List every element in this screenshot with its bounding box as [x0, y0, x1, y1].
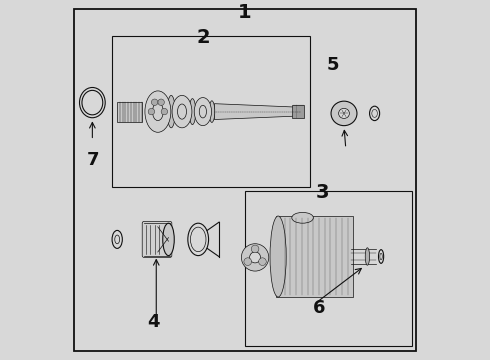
Text: 5: 5: [327, 56, 340, 74]
Ellipse shape: [194, 98, 212, 126]
Ellipse shape: [339, 108, 349, 118]
Text: 7: 7: [86, 151, 99, 169]
Circle shape: [158, 99, 164, 105]
Circle shape: [161, 108, 168, 115]
Polygon shape: [117, 102, 143, 122]
Text: 6: 6: [313, 299, 325, 317]
Circle shape: [151, 99, 158, 105]
Polygon shape: [292, 105, 304, 118]
Ellipse shape: [365, 248, 369, 265]
Polygon shape: [275, 216, 353, 297]
Ellipse shape: [331, 101, 357, 126]
Circle shape: [259, 258, 266, 265]
FancyBboxPatch shape: [142, 221, 172, 257]
Ellipse shape: [172, 95, 192, 128]
Circle shape: [249, 252, 261, 263]
Ellipse shape: [270, 216, 286, 297]
Ellipse shape: [167, 95, 175, 128]
Ellipse shape: [145, 91, 171, 132]
Ellipse shape: [189, 99, 196, 125]
Ellipse shape: [163, 223, 174, 256]
Circle shape: [148, 108, 155, 115]
Text: 4: 4: [147, 313, 159, 331]
Ellipse shape: [209, 101, 215, 122]
Text: 1: 1: [238, 3, 252, 22]
Ellipse shape: [292, 212, 314, 223]
Text: 2: 2: [197, 28, 210, 47]
Circle shape: [242, 244, 269, 271]
Text: 3: 3: [316, 183, 329, 202]
Polygon shape: [215, 104, 301, 120]
Circle shape: [244, 258, 251, 265]
Circle shape: [251, 245, 259, 253]
